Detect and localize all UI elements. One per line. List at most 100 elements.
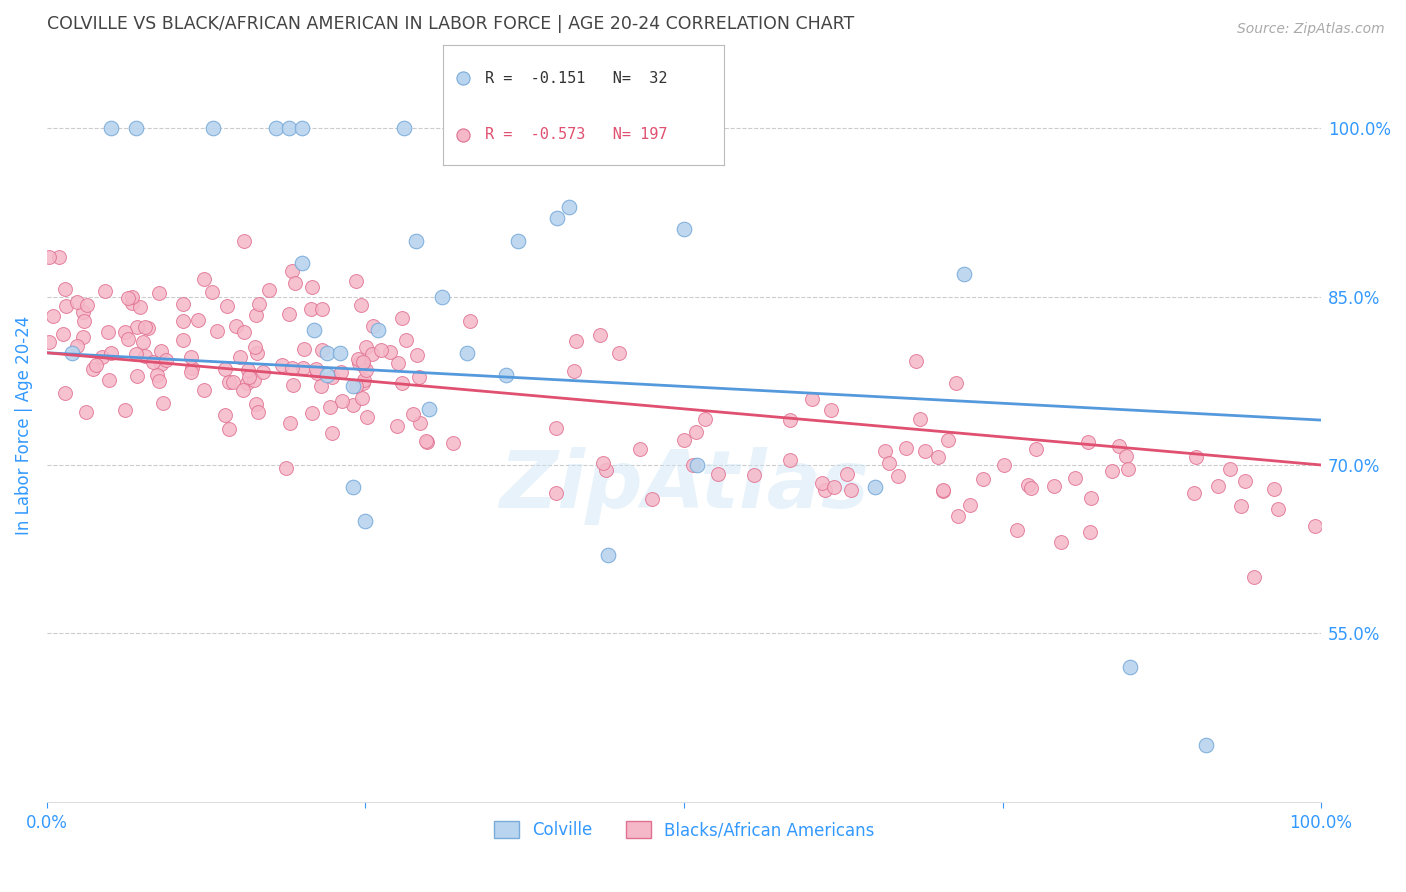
Point — [441, 436, 464, 450]
Point — [238, 369, 260, 384]
Point — [222, 376, 245, 390]
Point — [193, 383, 215, 397]
Point — [172, 333, 194, 347]
Point — [72, 330, 94, 344]
Point — [385, 419, 408, 434]
Point — [236, 376, 259, 391]
Point — [352, 376, 374, 390]
Point — [201, 285, 224, 299]
Point — [201, 121, 224, 136]
Point — [395, 333, 418, 347]
Point — [264, 121, 287, 136]
Point — [354, 340, 377, 354]
Point — [693, 411, 716, 425]
Point — [347, 356, 370, 370]
Point — [342, 379, 364, 393]
Point — [321, 426, 343, 441]
Point — [245, 309, 267, 323]
Point — [1019, 481, 1042, 495]
Legend: Colville, Blacks/African Americans: Colville, Blacks/African Americans — [486, 814, 882, 846]
Point — [707, 467, 730, 481]
Point — [53, 385, 76, 400]
Point — [686, 458, 709, 472]
Point — [458, 314, 481, 328]
Point — [100, 121, 122, 136]
Point — [117, 291, 139, 305]
Point — [363, 319, 385, 334]
Point — [595, 462, 617, 476]
Point — [1101, 464, 1123, 478]
Point — [877, 456, 900, 470]
Point — [316, 368, 339, 383]
Point — [60, 345, 83, 359]
Point — [839, 483, 862, 498]
Point — [873, 443, 896, 458]
Point — [1005, 524, 1028, 538]
Point — [225, 318, 247, 333]
Point — [152, 396, 174, 410]
Point — [409, 416, 432, 430]
Point — [932, 483, 955, 497]
Point — [430, 290, 453, 304]
Point — [121, 291, 143, 305]
Point — [546, 421, 568, 435]
Point — [246, 345, 269, 359]
Point — [134, 320, 156, 334]
Point — [406, 348, 429, 362]
Point — [283, 378, 305, 392]
Point — [316, 345, 339, 359]
Point — [132, 334, 155, 349]
Point — [277, 307, 299, 321]
Point — [402, 407, 425, 421]
Point — [187, 313, 209, 327]
Point — [361, 347, 384, 361]
Point — [309, 379, 332, 393]
Point — [344, 378, 367, 392]
Point — [564, 334, 586, 348]
Point — [1208, 478, 1230, 492]
Point — [742, 467, 765, 482]
Point — [779, 453, 801, 467]
Point — [1025, 442, 1047, 456]
Point — [247, 297, 270, 311]
Point — [311, 301, 333, 316]
Point — [607, 346, 630, 360]
Point — [48, 250, 70, 264]
Point — [1108, 439, 1130, 453]
Point — [1218, 462, 1240, 476]
Point — [823, 480, 845, 494]
Point — [342, 480, 364, 494]
Point — [291, 121, 314, 136]
Point — [321, 370, 343, 384]
Point — [352, 391, 374, 405]
Point — [125, 347, 148, 361]
Point — [1182, 486, 1205, 500]
Point — [811, 475, 834, 490]
Point — [1017, 478, 1039, 492]
Point — [82, 361, 104, 376]
Point — [75, 405, 97, 419]
Point — [72, 305, 94, 319]
Point — [936, 434, 959, 448]
Point — [346, 351, 368, 366]
Point — [592, 456, 614, 470]
Point — [246, 404, 269, 418]
Point — [330, 394, 353, 409]
Point — [305, 362, 328, 376]
Point — [628, 442, 651, 457]
Point — [1064, 470, 1087, 484]
Point — [280, 361, 302, 376]
Point — [353, 374, 375, 388]
Point — [100, 346, 122, 360]
Point — [908, 412, 931, 426]
Point — [214, 408, 236, 422]
Point — [352, 354, 374, 368]
Point — [544, 486, 567, 500]
Point — [148, 374, 170, 388]
Point — [914, 443, 936, 458]
Point — [291, 360, 314, 375]
Y-axis label: In Labor Force | Age 20-24: In Labor Force | Age 20-24 — [15, 316, 32, 535]
Point — [380, 344, 402, 359]
Point — [129, 300, 152, 314]
Point — [98, 373, 121, 387]
